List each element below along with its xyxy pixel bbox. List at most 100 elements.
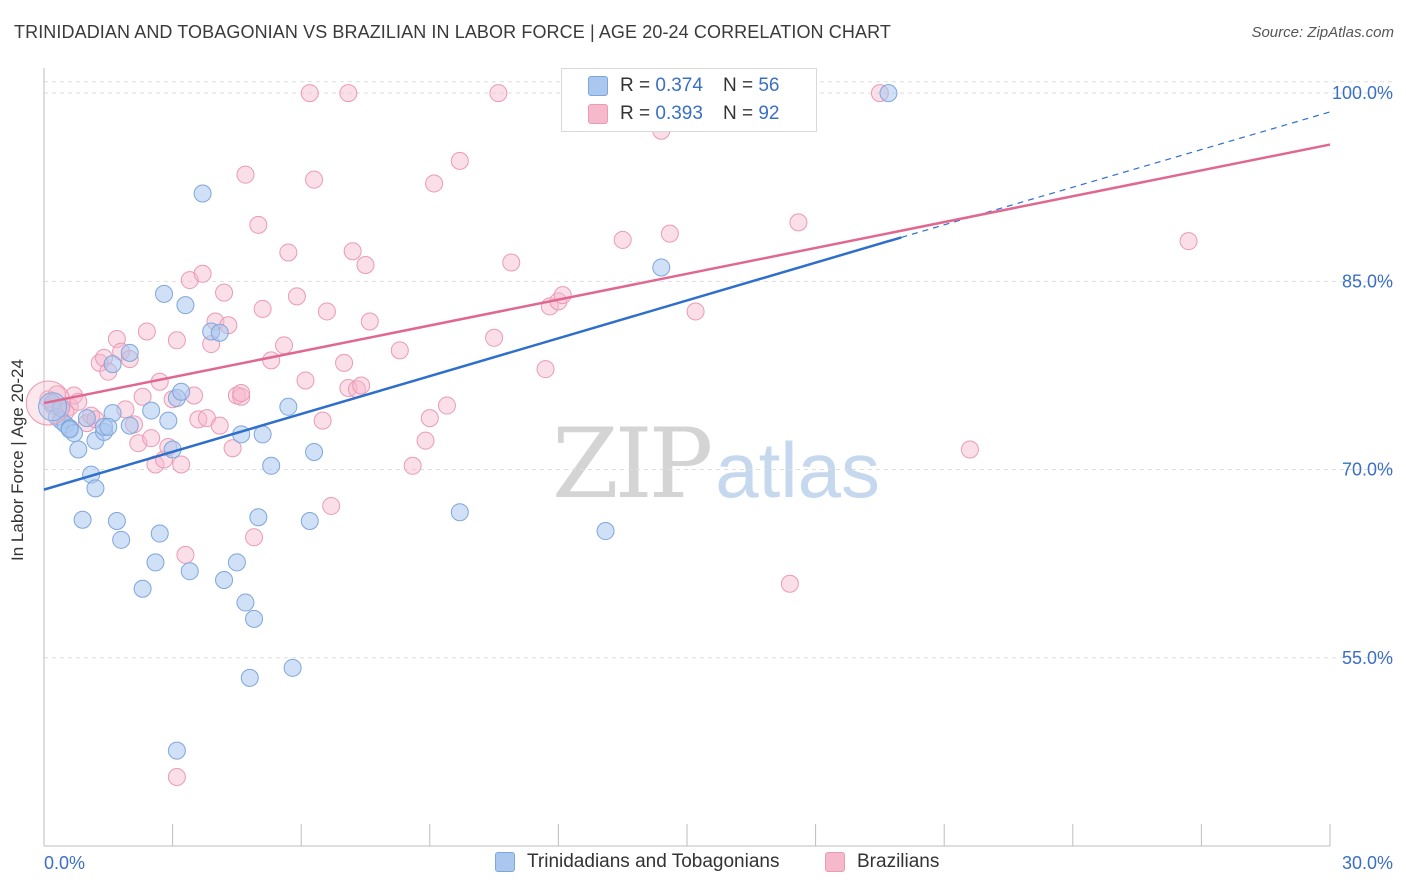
brazilian-point bbox=[232, 387, 251, 406]
trinidadian-point bbox=[69, 440, 88, 459]
brazilian-point bbox=[176, 545, 195, 564]
trinidadian-point bbox=[107, 511, 126, 530]
legend-n-value: 56 bbox=[758, 75, 780, 96]
brazilian-point bbox=[660, 224, 679, 243]
trinidadian-point bbox=[652, 258, 671, 277]
brazilian-point bbox=[223, 439, 242, 458]
y-tick-label: 85.0% bbox=[1342, 271, 1393, 291]
bottom-legend-trinidadians: Trinidadians and Tobagonians bbox=[495, 851, 779, 873]
brazilian-point bbox=[232, 384, 251, 403]
trinidadian-point bbox=[120, 416, 139, 435]
brazilian-point bbox=[305, 170, 324, 189]
brazilian-point bbox=[249, 215, 268, 234]
bottom-legend-label: Brazilians bbox=[857, 851, 940, 872]
chart-title: TRINIDADIAN AND TOBAGONIAN VS BRAZILIAN … bbox=[14, 22, 891, 42]
trinidadian-point bbox=[279, 397, 298, 416]
brazilian-point bbox=[296, 371, 315, 390]
trinidadian-point bbox=[240, 668, 259, 687]
trinidadian-point bbox=[172, 382, 191, 401]
legend-row-brazilians: R = 0.393 N = 92 bbox=[562, 100, 779, 128]
brazilian-point bbox=[262, 351, 281, 370]
legend-n-value: 92 bbox=[758, 103, 780, 124]
brazilian-point bbox=[137, 322, 156, 341]
brazilian-point bbox=[210, 416, 229, 435]
trinidadian-point bbox=[155, 284, 174, 303]
trinidadian-point bbox=[596, 522, 615, 541]
brazilian-point bbox=[425, 174, 444, 193]
brazilian-point bbox=[485, 328, 504, 347]
trinidadian-point bbox=[283, 658, 302, 677]
brazilian-point bbox=[253, 299, 272, 318]
trinidadian-point bbox=[142, 401, 161, 420]
y-tick-label: 70.0% bbox=[1342, 460, 1393, 480]
y-tick-label: 100.0% bbox=[1332, 83, 1393, 103]
bottom-legend-swatch-blue bbox=[495, 852, 515, 872]
brazilian-point bbox=[133, 387, 152, 406]
trinidadian-point bbox=[86, 479, 105, 498]
watermark-zip: ZIP bbox=[552, 408, 713, 520]
brazilian-point bbox=[142, 429, 161, 448]
brazilian-point bbox=[403, 456, 422, 475]
brazilian-point bbox=[313, 411, 332, 430]
trinidadian-point bbox=[150, 524, 169, 543]
y-axis-label: In Labor Force | Age 20-24 bbox=[8, 359, 27, 561]
brazilian-point bbox=[317, 302, 336, 321]
brazilian-point bbox=[780, 574, 799, 593]
brazilian-point bbox=[489, 84, 508, 103]
brazilian-point bbox=[420, 409, 439, 428]
legend-r-value: 0.374 bbox=[655, 75, 703, 96]
brazilian-point bbox=[172, 455, 191, 474]
brazilian-point bbox=[789, 213, 808, 232]
brazilian-point bbox=[335, 353, 354, 372]
brazilian-point bbox=[215, 283, 234, 302]
trinidadian-point bbox=[99, 417, 118, 436]
bottom-legend-brazilians: Brazilians bbox=[825, 851, 939, 873]
trinidadian-point bbox=[253, 425, 272, 444]
trinidadian-point bbox=[159, 411, 178, 430]
brazilian-point bbox=[450, 151, 469, 170]
legend-swatch-blue bbox=[588, 76, 608, 96]
trinidadian-point bbox=[227, 553, 246, 572]
legend-n-label: N = bbox=[722, 75, 754, 96]
trinidadian-point bbox=[193, 184, 212, 203]
brazilian-point bbox=[686, 302, 705, 321]
brazilian-point bbox=[322, 496, 341, 515]
legend-row-trinidadians: R = 0.374 N = 56 bbox=[562, 72, 779, 100]
brazilian-point bbox=[193, 264, 212, 283]
bottom-legend: Trinidadians and Tobagonians Brazilians bbox=[0, 851, 1406, 877]
x-tick-label-min: 0.0% bbox=[44, 853, 85, 873]
brazilian-point bbox=[1179, 232, 1198, 251]
trinidadian-point bbox=[112, 530, 131, 549]
bottom-legend-label: Trinidadians and Tobagonians bbox=[527, 851, 780, 872]
trinidadian-point bbox=[305, 442, 324, 461]
brazilian-point bbox=[339, 84, 358, 103]
brazilian-point bbox=[536, 360, 555, 379]
brazilian-point bbox=[279, 243, 298, 262]
trinidadian-point bbox=[180, 562, 199, 581]
legend-r-label: R = bbox=[620, 103, 651, 124]
brazilian-point bbox=[167, 331, 186, 350]
brazilian-point bbox=[300, 84, 319, 103]
trinidadian-point bbox=[176, 296, 195, 315]
trinidadian-point bbox=[103, 355, 122, 374]
trinidadian-trend-extension bbox=[901, 111, 1331, 238]
trinidadian-point-large bbox=[38, 392, 68, 422]
brazilian-point bbox=[352, 376, 371, 395]
brazilian-point bbox=[416, 431, 435, 450]
trinidadian-point bbox=[249, 508, 268, 527]
trinidadian-point bbox=[77, 409, 96, 428]
brazilian-point bbox=[390, 341, 409, 360]
brazilian-point bbox=[502, 253, 521, 272]
trinidadian-point bbox=[262, 456, 281, 475]
brazilian-point bbox=[437, 396, 456, 415]
brazilian-point bbox=[245, 528, 264, 547]
legend-swatch-pink bbox=[588, 104, 608, 124]
trinidadian-point bbox=[215, 570, 234, 589]
trinidadian-point bbox=[146, 553, 165, 572]
trinidadian-point bbox=[879, 84, 898, 103]
trinidadian-point bbox=[450, 503, 469, 522]
x-tick-label-max: 30.0% bbox=[1342, 853, 1393, 873]
brazilian-point bbox=[287, 287, 306, 306]
trinidadian-point bbox=[300, 511, 319, 530]
